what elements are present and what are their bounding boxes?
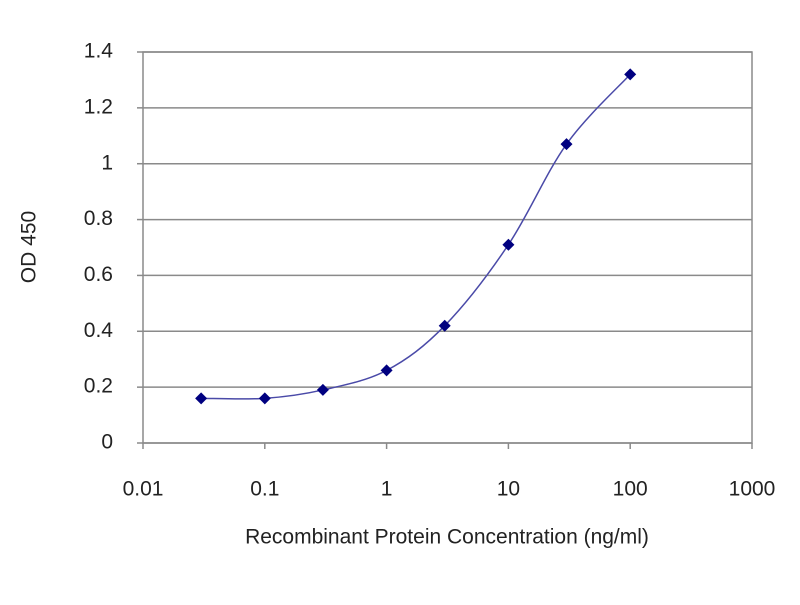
y-tick-label: 0.2 (84, 375, 113, 398)
y-tick-label: 0.6 (84, 263, 113, 286)
y-tick-label: 1 (101, 151, 113, 174)
x-tick-label: 0.1 (250, 478, 279, 501)
data-point (316, 383, 329, 396)
x-tick-label: 0.01 (123, 478, 164, 501)
data-point (560, 138, 573, 151)
data-point (438, 319, 451, 332)
x-tick-label: 1 (381, 478, 393, 501)
y-tick-label: 0.4 (84, 319, 114, 342)
data-point (195, 392, 208, 405)
y-tick-label: 1.2 (84, 95, 113, 118)
y-tick-label: 1.4 (84, 40, 114, 63)
data-point (624, 68, 637, 81)
x-tick-label: 1000 (729, 478, 776, 501)
y-tick-label: 0.8 (84, 207, 113, 230)
data-point (502, 238, 515, 251)
data-point (380, 364, 393, 377)
x-tick-label: 10 (497, 478, 520, 501)
x-tick-label: 100 (613, 478, 648, 501)
data-point (258, 392, 271, 405)
x-axis-label: Recombinant Protein Concentration (ng/ml… (245, 526, 649, 549)
plot-area (142, 51, 753, 444)
y-axis-label: OD 450 (18, 211, 41, 283)
y-tick-label: 0 (101, 431, 113, 454)
